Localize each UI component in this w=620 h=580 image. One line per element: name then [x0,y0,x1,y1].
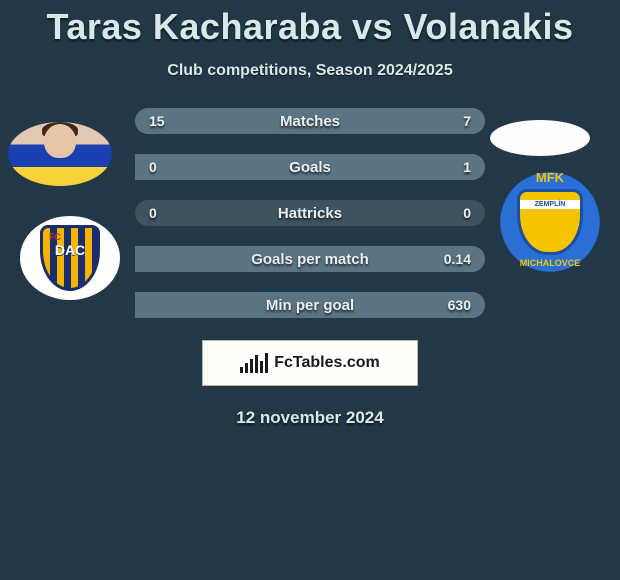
branding-box[interactable]: FcTables.com [202,340,418,386]
stat-right-value: 7 [463,113,471,129]
chart-bars-icon [240,353,268,373]
stat-label: Hattricks [278,205,342,222]
stat-label: Goals [289,159,331,176]
avatar-head [44,124,76,158]
stat-label: Min per goal [266,297,354,314]
club-right-arc-text: MICHALOVCE [500,258,600,268]
stat-right-value: 0.14 [444,251,471,267]
subtitle: Club competitions, Season 2024/2025 [0,62,620,80]
stat-row-matches: 15 Matches 7 [135,108,485,134]
stat-right-value: 630 [448,297,471,313]
stat-row-mpg: Min per goal 630 [135,292,485,318]
branding-text: FcTables.com [274,354,380,372]
club-right-shield-icon [517,189,583,255]
stat-left-value: 15 [149,113,165,129]
stat-label: Matches [280,113,340,130]
player-right-avatar [490,120,590,156]
stat-right-value: 1 [463,159,471,175]
stat-row-hattricks: 0 Hattricks 0 [135,200,485,226]
club-left-shield-icon [40,225,100,291]
club-left-badge [20,216,120,300]
date-text: 12 november 2024 [0,408,620,428]
stat-label: Goals per match [251,251,369,268]
stat-right-value: 0 [463,205,471,221]
player-left-avatar [8,122,112,186]
stats-container: 15 Matches 7 0 Goals 1 0 Hattricks 0 Goa… [135,108,485,318]
stat-left-value: 0 [149,205,157,221]
page-title: Taras Kacharaba vs Volanakis [0,0,620,48]
stat-row-gpm: Goals per match 0.14 [135,246,485,272]
stat-left-value: 0 [149,159,157,175]
stat-row-goals: 0 Goals 1 [135,154,485,180]
club-right-badge: MICHALOVCE [500,172,600,272]
